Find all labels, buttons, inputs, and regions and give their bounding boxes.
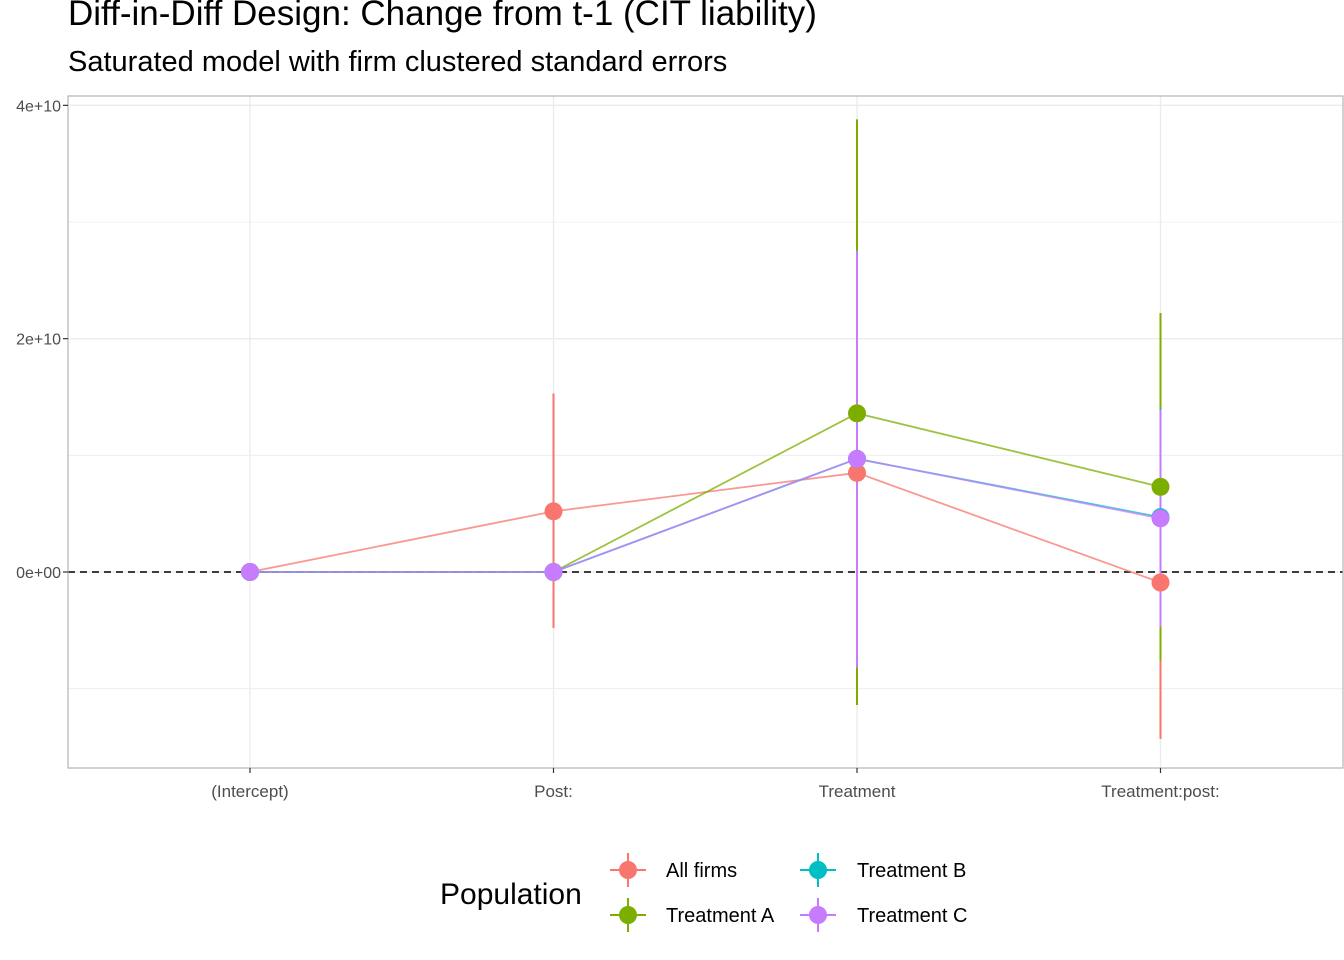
data-point: [1151, 477, 1170, 496]
x-axis-ticks: (Intercept) Post: Treatment Treatment:post:: [211, 768, 1220, 801]
grid: [68, 96, 1343, 768]
chart-subtitle: Saturated model with firm clustered stan…: [68, 46, 728, 78]
legend-item-all-firms: All firms: [610, 853, 737, 887]
data-point: [544, 502, 563, 521]
series-line-treatment-c: [250, 457, 1161, 573]
data-point: [1151, 573, 1170, 592]
series-lines: [249, 412, 1161, 584]
legend-item-treatment-b: Treatment B: [800, 853, 966, 887]
error-bars: [552, 119, 1162, 739]
y-tick-label: 0e+00: [16, 565, 61, 582]
data-point: [848, 404, 866, 423]
x-tick-label: Treatment:post:: [1101, 782, 1219, 801]
legend-label: All firms: [666, 860, 737, 882]
legend-key-point: [809, 861, 827, 879]
data-point: [544, 563, 563, 581]
legend-label: Treatment A: [666, 905, 775, 927]
y-axis-ticks: 0e+00 2e+10 4e+10: [16, 98, 68, 582]
data-point: [848, 449, 866, 468]
data-points: [241, 404, 1170, 592]
y-tick-label: 4e+10: [16, 98, 61, 115]
legend-label: Treatment B: [857, 860, 966, 882]
chart-title: Diff-in-Diff Design: Change from t-1 (CI…: [68, 0, 817, 33]
legend-key-point: [619, 861, 637, 879]
series-line-treatment-a: [250, 412, 1161, 573]
legend-label: Treatment C: [857, 905, 967, 927]
x-tick-label: Post:: [534, 782, 573, 801]
x-tick-label: (Intercept): [211, 782, 288, 801]
plot-panel-border: [67, 95, 1344, 769]
legend-key-point: [809, 906, 827, 924]
data-point: [848, 463, 866, 482]
legend-item-treatment-a: Treatment A: [610, 898, 775, 932]
legend-title: Population: [440, 878, 582, 911]
data-point: [1151, 509, 1170, 528]
x-tick-label: Treatment: [819, 782, 896, 801]
legend-key-point: [619, 906, 637, 924]
legend-item-treatment-c: Treatment C: [800, 898, 967, 932]
y-tick-label: 2e+10: [16, 332, 61, 349]
legend: Population All firms Treatment A Treatment …: [440, 853, 967, 932]
series-line-all-firms: [249, 471, 1161, 584]
data-point: [241, 563, 259, 581]
